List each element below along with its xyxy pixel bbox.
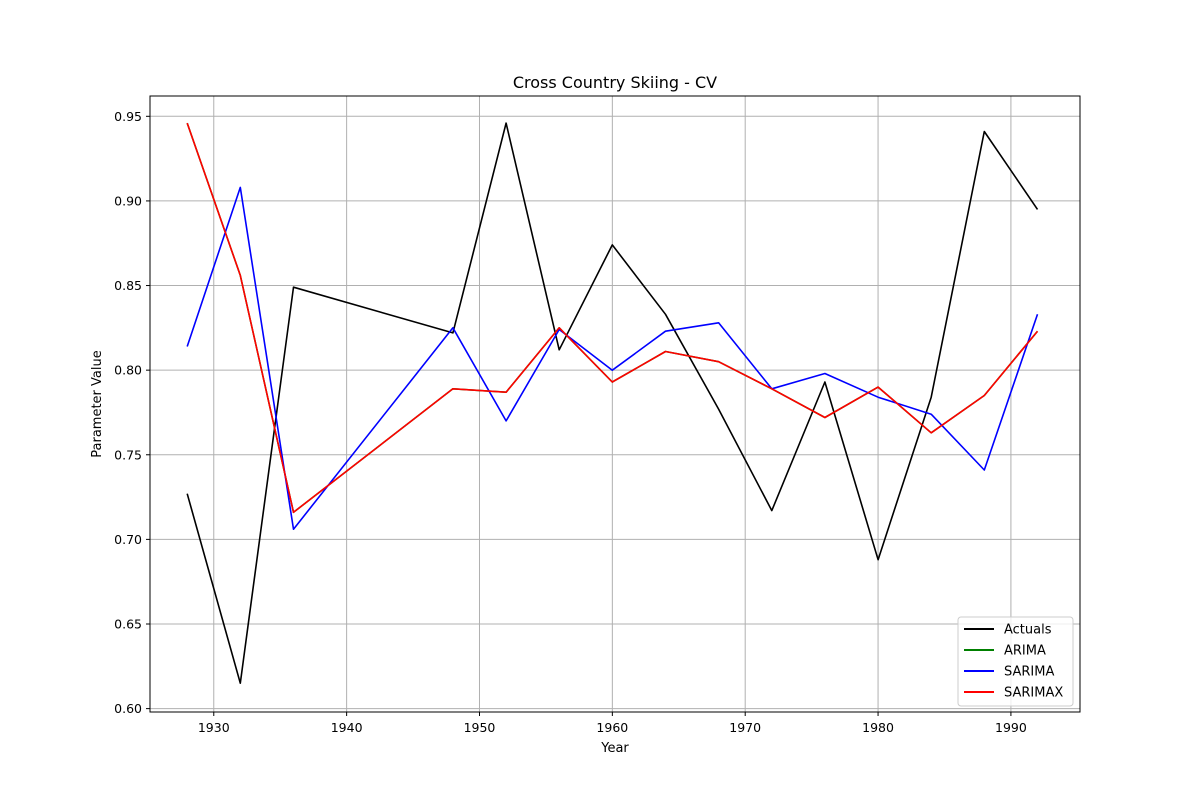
series-line-sarima xyxy=(186,186,1039,531)
y-tick-label: 0.80 xyxy=(114,363,142,378)
x-tick-label: 1960 xyxy=(596,720,628,735)
x-axis-label: Year xyxy=(600,741,629,756)
plot-frame xyxy=(149,95,1081,713)
series-lines xyxy=(186,122,1039,685)
y-tick-label: 0.60 xyxy=(114,701,142,716)
y-tick-label: 0.65 xyxy=(114,617,142,632)
y-tick-label: 0.70 xyxy=(114,532,142,547)
chart-title: Cross Country Skiing - CV xyxy=(513,73,717,92)
series-line-sarimax xyxy=(186,122,1039,514)
legend-label-sarima: SARIMA xyxy=(1004,665,1054,680)
legend-label-arima: ARIMA xyxy=(1004,644,1046,659)
legend-label-sarimax: SARIMAX xyxy=(1004,686,1063,701)
x-tick-label: 1970 xyxy=(729,720,761,735)
x-tick-label: 1940 xyxy=(331,720,363,735)
x-tick-label: 1990 xyxy=(995,720,1027,735)
y-axis-ticks: 0.60 0.65 0.70 0.75 0.80 0.85 0.90 0.95 xyxy=(114,109,150,716)
x-tick-label: 1980 xyxy=(862,720,894,735)
grid xyxy=(150,96,1080,712)
legend-label-actuals: Actuals xyxy=(1004,623,1052,638)
legend: Actuals ARIMA SARIMA SARIMAX xyxy=(957,616,1074,707)
series-line-actuals xyxy=(186,122,1039,685)
y-tick-label: 0.75 xyxy=(114,447,142,462)
y-axis-label: Parameter Value xyxy=(90,350,105,457)
x-tick-label: 1950 xyxy=(464,720,496,735)
y-tick-label: 0.95 xyxy=(114,109,142,124)
x-tick-label: 1930 xyxy=(198,720,230,735)
y-tick-label: 0.90 xyxy=(114,193,142,208)
legend-box xyxy=(957,616,1074,707)
y-tick-label: 0.85 xyxy=(114,278,142,293)
x-axis-ticks: 1930 1940 1950 1960 1970 1980 1990 xyxy=(198,712,1027,735)
